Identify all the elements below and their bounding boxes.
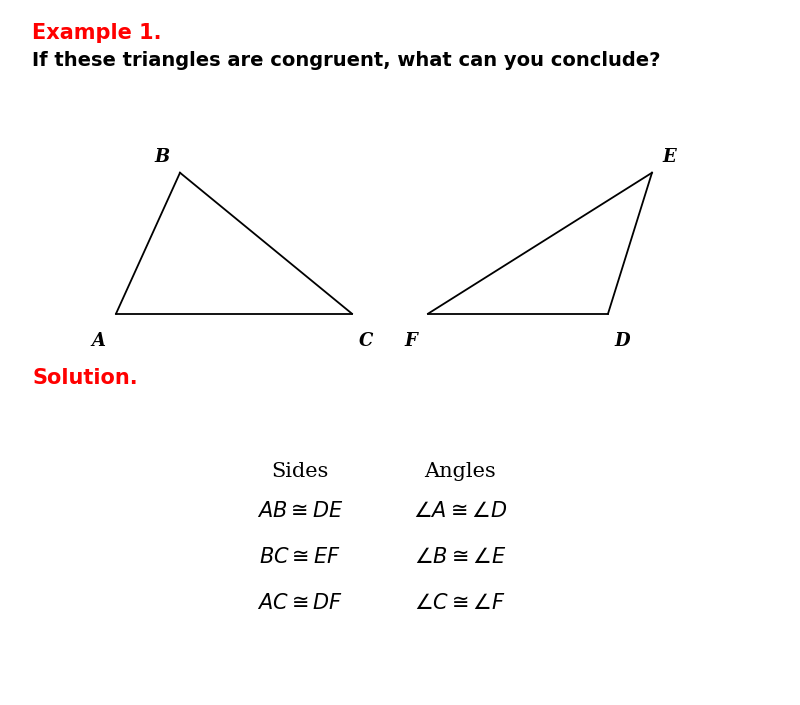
Text: Example 1.: Example 1. [32, 23, 162, 42]
Text: If these triangles are congruent, what can you conclude?: If these triangles are congruent, what c… [32, 51, 661, 70]
Text: $\angle A \cong \angle D$: $\angle A \cong \angle D$ [413, 501, 507, 521]
Text: A: A [91, 331, 106, 350]
Text: B: B [154, 148, 170, 166]
Text: E: E [662, 148, 677, 166]
Text: $\angle C \cong \angle F$: $\angle C \cong \angle F$ [414, 593, 506, 613]
Text: $\angle B \cong \angle E$: $\angle B \cong \angle E$ [414, 547, 506, 567]
Text: $AB \cong DE$: $AB \cong DE$ [257, 501, 343, 521]
Text: Angles: Angles [424, 462, 496, 481]
Text: Sides: Sides [271, 462, 329, 481]
Text: $AC \cong DF$: $AC \cong DF$ [257, 593, 343, 613]
Text: C: C [359, 331, 374, 350]
Text: Solution.: Solution. [32, 368, 138, 388]
Text: F: F [404, 331, 417, 350]
Text: D: D [614, 331, 630, 350]
Text: $BC \cong EF$: $BC \cong EF$ [259, 547, 341, 567]
